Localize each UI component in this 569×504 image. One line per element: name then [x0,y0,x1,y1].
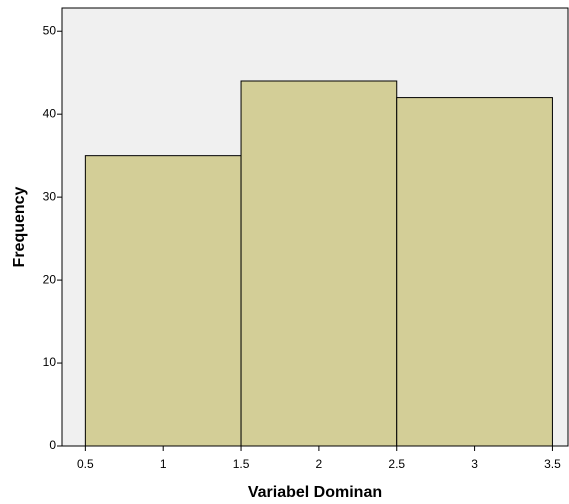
x-tick-label: 2.5 [388,457,405,471]
x-tick-label: 0.5 [77,457,94,471]
x-tick-label: 2 [316,457,323,471]
y-tick-label: 40 [43,106,57,120]
y-tick-label: 20 [43,272,57,286]
y-tick-label: 0 [49,438,56,452]
y-tick-label: 30 [43,189,57,203]
y-tick-label: 50 [43,23,57,37]
bar [84,155,242,447]
y-tick-label: 10 [43,355,57,369]
x-tick-label: 1 [160,457,167,471]
x-tick-label: 3.5 [544,457,561,471]
y-axis-title: Frequency [11,186,28,267]
x-tick-label: 1.5 [233,457,250,471]
x-axis-title: Variabel Dominan [248,484,382,501]
plot-frame [61,7,569,447]
bar [396,97,553,447]
x-tick-label: 3 [471,457,478,471]
bar [240,80,398,447]
